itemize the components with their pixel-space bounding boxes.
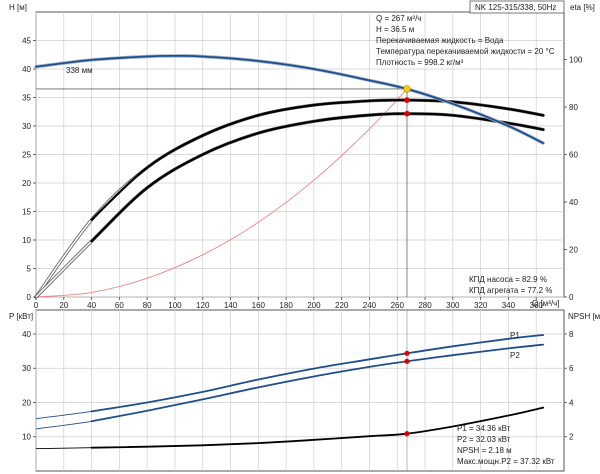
top-h-tick-label: 25 bbox=[22, 151, 31, 160]
top-h-tick-label: 35 bbox=[22, 94, 31, 103]
top-x-tick-label: 60 bbox=[115, 301, 124, 310]
p-axis-label: P [кВт] bbox=[9, 312, 33, 321]
info-liquid: Перекачиваемая жидкость = Вода bbox=[376, 36, 504, 45]
bottom-ticks: 10 20 30 40 2 4 6 8 bbox=[22, 330, 574, 442]
pump-efficiency-label: КПД насоса = 82.9 % bbox=[469, 275, 547, 284]
info-p1: P1 = 34.36 кВт bbox=[457, 424, 511, 433]
top-h-tick-label: 20 bbox=[22, 179, 31, 188]
top-x-tick-label: 360 bbox=[530, 301, 544, 310]
top-x-tick-label: 180 bbox=[279, 301, 293, 310]
q-axis-label: Q [м³/ч] bbox=[532, 299, 559, 308]
bottom-p-tick-label: 30 bbox=[22, 364, 31, 373]
title-box bbox=[469, 0, 565, 14]
top-x-tick-label: 260 bbox=[391, 301, 405, 310]
p2-curve-marker bbox=[404, 358, 410, 364]
top-x-tick-label: 0 bbox=[34, 301, 39, 310]
impeller-diameter-label: 338 мм bbox=[66, 66, 93, 75]
eta-axis-label: eta [%] bbox=[570, 3, 595, 12]
top-h-tick-label: 40 bbox=[22, 65, 31, 74]
top-eta-tick-label: 40 bbox=[569, 198, 578, 207]
top-h-tick-label: 5 bbox=[27, 265, 32, 274]
top-x-tick-label: 20 bbox=[59, 301, 68, 310]
top-h-tick-label: 0 bbox=[27, 293, 32, 302]
p1-series-label: P1 bbox=[510, 331, 520, 340]
unit-efficiency-marker bbox=[404, 110, 410, 117]
system-curve-line bbox=[35, 88, 408, 298]
p1-curve-line bbox=[90, 334, 545, 413]
info-temperature: Температура перекачиваемой жидкости = 20… bbox=[376, 47, 555, 56]
p2-series-label: P2 bbox=[510, 351, 520, 360]
operating-point-marker bbox=[403, 85, 411, 93]
unit-efficiency-curve-line bbox=[90, 112, 545, 243]
info-density: Плотность = 998.2 кг/м³ bbox=[376, 58, 464, 67]
top-x-tick-label: 120 bbox=[196, 301, 210, 310]
bottom-grid bbox=[35, 310, 564, 471]
p2-curve-line bbox=[90, 343, 545, 423]
unit-efficiency-label: КПД агрегата = 77.2 % bbox=[469, 286, 552, 295]
info-max-power: Макс.мощн.P2 = 37.32 кВт bbox=[457, 457, 555, 466]
bottom-p-tick-label: 10 bbox=[22, 433, 31, 442]
npsh-curve-line bbox=[90, 406, 545, 449]
top-x-tick-label: 240 bbox=[363, 301, 377, 310]
top-eta-tick-label: 0 bbox=[569, 293, 574, 302]
top-eta-tick-label: 60 bbox=[569, 151, 578, 160]
bottom-npsh-tick-label: 8 bbox=[569, 330, 574, 339]
info-npsh: NPSH = 2.18 м bbox=[457, 446, 512, 455]
top-h-tick-label: 15 bbox=[22, 208, 31, 217]
top-x-tick-label: 220 bbox=[335, 301, 349, 310]
top-h-tick-label: 30 bbox=[22, 122, 31, 131]
top-eta-tick-label: 20 bbox=[569, 246, 578, 255]
top-eta-tick-label: 100 bbox=[569, 56, 583, 65]
h-axis-label: H [м] bbox=[9, 3, 27, 12]
top-h-tick-label: 10 bbox=[22, 236, 31, 245]
info-h: H = 36.5 м bbox=[376, 25, 414, 34]
top-x-tick-label: 40 bbox=[87, 301, 96, 310]
npsh-curve-marker bbox=[404, 431, 410, 437]
bottom-npsh-tick-label: 4 bbox=[569, 398, 574, 407]
npsh-axis-label: NPSH [м] bbox=[568, 312, 600, 321]
top-eta-tick-label: 80 bbox=[569, 103, 578, 112]
top-x-tick-label: 300 bbox=[446, 301, 460, 310]
top-ticks: 0 20 40 60 80 100 120 140 160 180 200 220 240 260 280 3… bbox=[22, 37, 583, 311]
top-x-tick-label: 160 bbox=[252, 301, 266, 310]
pump-efficiency-marker bbox=[404, 97, 410, 103]
operating-point-info: Q = 267 м³/ч H = 36.5 м Перекачиваемая ж… bbox=[376, 14, 555, 67]
top-h-tick-label: 45 bbox=[22, 37, 31, 46]
top-x-tick-label: 80 bbox=[143, 301, 152, 310]
pump-efficiency-curve-line bbox=[90, 98, 545, 221]
bottom-npsh-tick-label: 2 bbox=[569, 433, 574, 442]
info-p2: P2 = 32.03 кВт bbox=[457, 435, 511, 444]
bottom-p-tick-label: 40 bbox=[22, 330, 31, 339]
top-curves bbox=[34, 54, 545, 299]
top-x-tick-label: 140 bbox=[224, 301, 238, 310]
power-info: P1 = 34.36 кВт P2 = 32.03 кВт NPSH = 2.1… bbox=[457, 424, 555, 466]
bottom-panel-frame bbox=[35, 309, 565, 472]
info-q: Q = 267 м³/ч bbox=[376, 14, 421, 23]
top-x-tick-label: 100 bbox=[168, 301, 182, 310]
bottom-npsh-tick-label: 6 bbox=[569, 364, 574, 373]
bottom-curves bbox=[35, 310, 545, 471]
efficiency-info: КПД насоса = 82.9 % КПД агрегата = 77.2 … bbox=[469, 275, 552, 295]
top-x-tick-label: 280 bbox=[418, 301, 432, 310]
p1-curve-marker bbox=[404, 350, 410, 356]
head-curve-line bbox=[35, 54, 545, 144]
top-x-tick-label: 200 bbox=[307, 301, 321, 310]
chart-title: NK 125-315/338, 50Hz bbox=[475, 3, 556, 12]
top-x-tick-label: 320 bbox=[474, 301, 488, 310]
top-x-tick-label: 340 bbox=[502, 301, 516, 310]
bottom-p-tick-label: 20 bbox=[22, 398, 31, 407]
